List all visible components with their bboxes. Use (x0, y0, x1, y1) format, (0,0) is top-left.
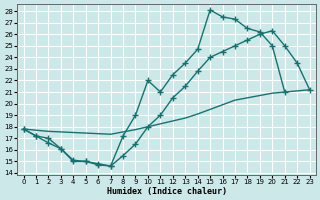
X-axis label: Humidex (Indice chaleur): Humidex (Indice chaleur) (107, 187, 227, 196)
